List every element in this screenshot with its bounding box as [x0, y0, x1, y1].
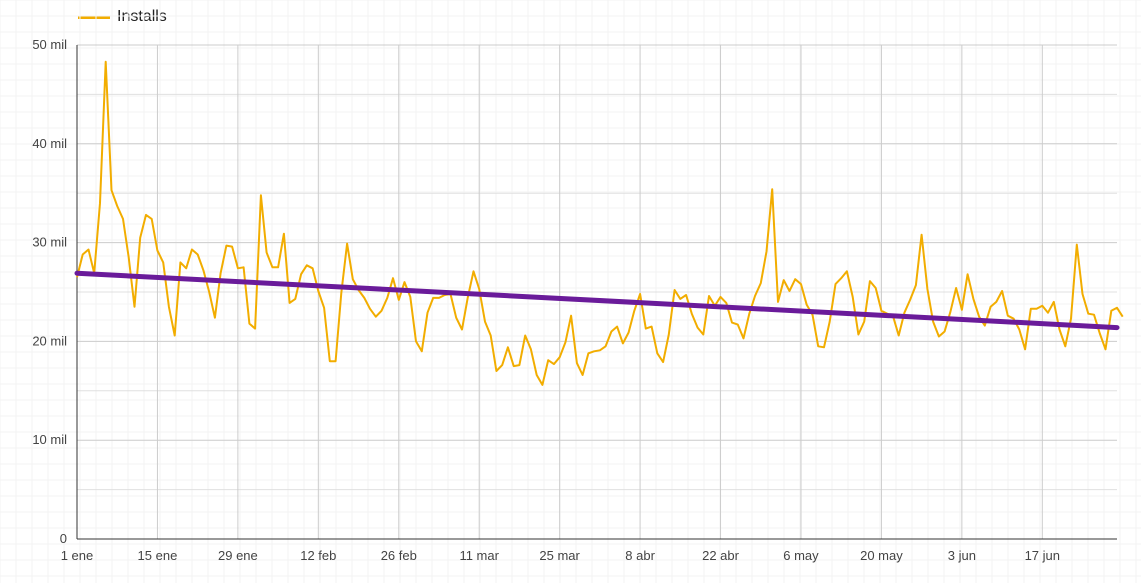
- y-tick-label: 10 mil: [32, 432, 67, 447]
- x-tick-label: 20 may: [860, 548, 903, 563]
- y-tick-label: 40 mil: [32, 136, 67, 151]
- legend-swatch-installs: [78, 15, 110, 19]
- x-tick-label: 12 feb: [300, 548, 336, 563]
- x-tick-label: 8 abr: [625, 548, 655, 563]
- y-tick-label: 20 mil: [32, 333, 67, 348]
- x-tick-label: 17 jun: [1025, 548, 1060, 563]
- x-tick-label: 22 abr: [702, 548, 740, 563]
- x-tick-label: 1 ene: [61, 548, 94, 563]
- x-tick-label: 15 ene: [138, 548, 178, 563]
- x-tick-label: 11 mar: [459, 548, 499, 563]
- x-tick-label: 26 feb: [381, 548, 417, 563]
- x-tick-label: 25 mar: [539, 548, 580, 563]
- y-tick-label: 50 mil: [32, 37, 67, 52]
- x-tick-label: 3 jun: [948, 548, 976, 563]
- y-tick-label: 0: [60, 531, 67, 546]
- y-tick-label: 30 mil: [32, 235, 67, 250]
- x-tick-label: 6 may: [783, 548, 819, 563]
- trendline: [74, 270, 1120, 331]
- x-tick-label: 29 ene: [218, 548, 258, 563]
